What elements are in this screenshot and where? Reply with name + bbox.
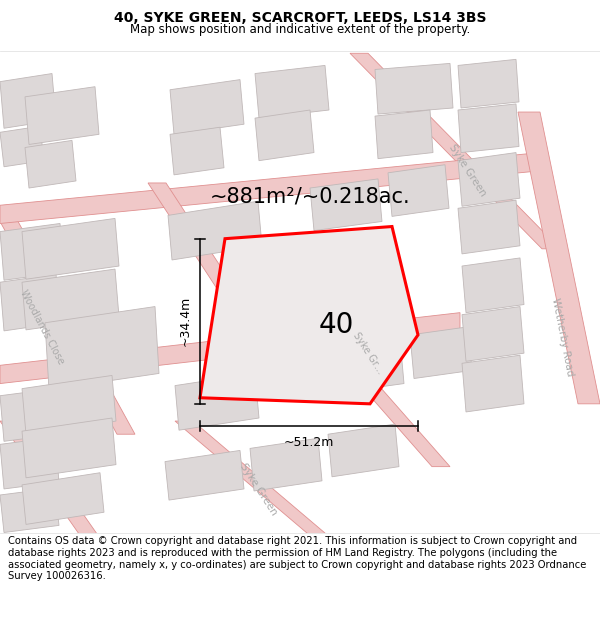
Polygon shape	[0, 438, 59, 489]
Polygon shape	[255, 66, 329, 118]
Polygon shape	[388, 165, 449, 216]
Polygon shape	[0, 421, 135, 588]
Polygon shape	[320, 339, 404, 395]
Text: ~881m²/~0.218ac.: ~881m²/~0.218ac.	[209, 186, 410, 206]
Polygon shape	[22, 376, 116, 434]
Text: ~51.2m: ~51.2m	[284, 436, 334, 449]
Polygon shape	[518, 112, 600, 404]
Polygon shape	[0, 312, 460, 384]
Polygon shape	[0, 74, 56, 128]
Polygon shape	[255, 110, 314, 161]
Polygon shape	[458, 200, 520, 254]
Polygon shape	[25, 141, 76, 188]
Polygon shape	[328, 424, 399, 477]
Polygon shape	[170, 127, 224, 175]
Text: Syke Green: Syke Green	[238, 461, 278, 517]
Polygon shape	[148, 183, 285, 366]
Text: Contains OS data © Crown copyright and database right 2021. This information is : Contains OS data © Crown copyright and d…	[8, 536, 586, 581]
Polygon shape	[462, 258, 524, 312]
Polygon shape	[310, 179, 382, 231]
Polygon shape	[0, 274, 60, 331]
Polygon shape	[200, 226, 418, 404]
Text: 40, SYKE GREEN, SCARCROFT, LEEDS, LS14 3BS: 40, SYKE GREEN, SCARCROFT, LEEDS, LS14 3…	[114, 11, 486, 25]
Polygon shape	[270, 282, 450, 467]
Polygon shape	[22, 472, 104, 524]
Polygon shape	[250, 438, 322, 491]
Polygon shape	[458, 152, 520, 206]
Text: Syke Gr…: Syke Gr…	[351, 331, 385, 376]
Polygon shape	[0, 126, 44, 167]
Polygon shape	[170, 79, 244, 134]
Text: ~34.4m: ~34.4m	[179, 296, 192, 346]
Polygon shape	[458, 104, 519, 152]
Polygon shape	[0, 224, 64, 280]
Polygon shape	[22, 218, 119, 279]
Polygon shape	[0, 488, 59, 532]
Polygon shape	[22, 418, 116, 478]
Polygon shape	[375, 110, 433, 159]
Polygon shape	[462, 355, 524, 412]
Polygon shape	[175, 421, 390, 588]
Text: Wetherby Road: Wetherby Road	[550, 297, 574, 377]
Polygon shape	[0, 389, 59, 441]
Text: 40: 40	[319, 311, 353, 339]
Text: Map shows position and indicative extent of the property.: Map shows position and indicative extent…	[130, 23, 470, 36]
Polygon shape	[350, 53, 560, 249]
Text: Woodlands Close: Woodlands Close	[18, 288, 66, 366]
Polygon shape	[175, 373, 259, 430]
Polygon shape	[0, 221, 135, 434]
Polygon shape	[0, 152, 540, 224]
Polygon shape	[165, 451, 244, 500]
Polygon shape	[410, 327, 472, 379]
Text: Syke Green: Syke Green	[446, 143, 487, 199]
Polygon shape	[458, 59, 519, 108]
Polygon shape	[45, 307, 159, 389]
Polygon shape	[168, 201, 262, 260]
Polygon shape	[375, 63, 453, 114]
Polygon shape	[22, 269, 119, 330]
Polygon shape	[462, 307, 524, 361]
Polygon shape	[25, 87, 99, 144]
